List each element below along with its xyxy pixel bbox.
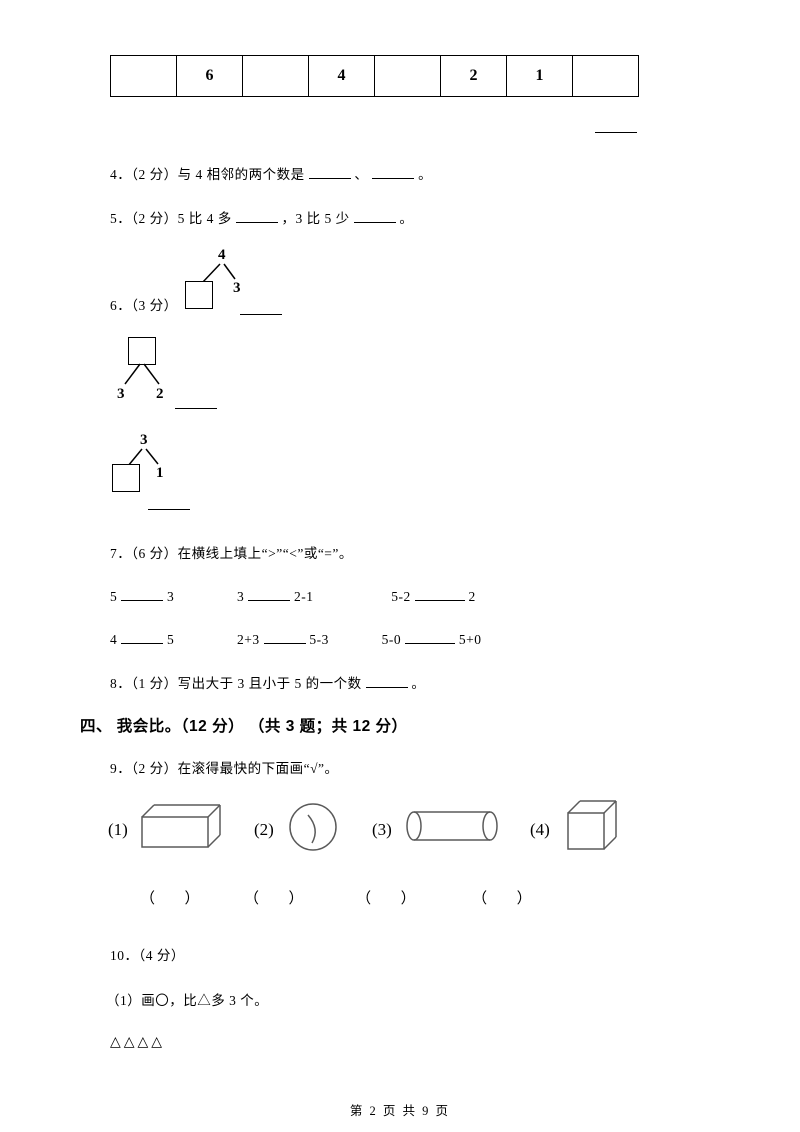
q9-paren-2[interactable]: （ ） [244, 891, 305, 907]
d2-blank[interactable] [175, 394, 217, 409]
q9-label-4: (4) [530, 820, 550, 839]
sphere-icon [290, 804, 336, 850]
q9-shapes-row: (1) (2) (3) (4) [108, 795, 668, 865]
d1-box[interactable] [185, 281, 213, 309]
cell-5: 2 [441, 56, 507, 97]
question-10-sub1: （1）画〇，比△多 3 个。 [106, 989, 268, 1009]
cell-4[interactable] [375, 56, 441, 97]
q6-prefix: 6．（3 分） [110, 298, 178, 313]
q7r2-c2: 5+0 [459, 632, 482, 647]
question-7-prefix: 7．（6 分）在横线上填上“>”“<”或“=”。 [110, 542, 353, 562]
q7r1-c1: 5-2 [391, 589, 411, 604]
q9-paren-4[interactable]: （ ） [472, 891, 533, 907]
q7r1-a2: 3 [167, 589, 174, 604]
d1-right: 3 [233, 280, 241, 296]
d3-top: 3 [140, 432, 148, 448]
q7r1-blank-c[interactable] [415, 586, 465, 601]
q9-label-3: (3) [372, 820, 392, 839]
q4-blank-1[interactable] [309, 164, 351, 179]
q7r2-b2: 5-3 [309, 632, 329, 647]
d3-right: 1 [156, 465, 164, 481]
question-9-prefix: 9．（2 分）在滚得最快的下面画“√”。 [110, 757, 339, 777]
question-4: 4．（2 分）与 4 相邻的两个数是 、 。 [110, 163, 432, 183]
q9-answer-row: （ ） （ ） （ ） （ ） [140, 887, 533, 908]
q10-sub1: （1）画〇，比△多 3 个。 [106, 993, 268, 1008]
q8-prefix: 8．（1 分）写出大于 3 且小于 5 的一个数 [110, 676, 362, 691]
q5-prefix: 5．（2 分）5 比 4 多 [110, 211, 232, 226]
q9-label-2: (2) [254, 820, 274, 839]
q9-prefix: 9．（2 分）在滚得最快的下面画“√”。 [110, 761, 339, 776]
cell-1: 6 [177, 56, 243, 97]
q5-suffix: 。 [399, 211, 413, 226]
q4-suffix: 。 [418, 167, 432, 182]
q7r1-a1: 5 [110, 589, 117, 604]
q4-sep: 、 [354, 167, 368, 182]
q4-prefix: 4．（2 分）与 4 相邻的两个数是 [110, 167, 305, 182]
q10-triangles: △△△△ [110, 1034, 165, 1051]
page-root: 6 4 2 1 4．（2 分）与 4 相邻的两个数是 、 。 5．（2 分）5 … [0, 0, 800, 1132]
cell-2[interactable] [243, 56, 309, 97]
d1-top: 4 [218, 247, 226, 263]
decomp-diagram-2: 3 2 [112, 360, 182, 405]
table-trailing-blank[interactable] [595, 118, 637, 133]
q9-paren-3[interactable]: （ ） [356, 891, 417, 907]
q7r1-c2: 2 [469, 589, 476, 604]
d1-blank[interactable] [240, 300, 282, 315]
q10-prefix: 10．（4 分） [110, 948, 185, 963]
q9-paren-1[interactable]: （ ） [140, 891, 201, 907]
q7r1-b2: 2-1 [294, 589, 314, 604]
q5-mid: ，3 比 5 少 [282, 211, 350, 226]
q8-blank[interactable] [366, 673, 408, 688]
page-footer: 第 2 页 共 9 页 [0, 1100, 800, 1119]
cell-3: 4 [309, 56, 375, 97]
q7r2-blank-b[interactable] [264, 629, 306, 644]
q9-label-1: (1) [108, 820, 128, 839]
q8-suffix: 。 [411, 676, 425, 691]
q7r2-blank-c[interactable] [405, 629, 455, 644]
cell-6: 1 [507, 56, 573, 97]
q7r2-b1: 2+3 [237, 632, 260, 647]
question-8: 8．（1 分）写出大于 3 且小于 5 的一个数 。 [110, 672, 425, 692]
q7r2-c1: 5-0 [382, 632, 402, 647]
q7-row1: 5 3 3 2-1 5-2 2 [110, 586, 476, 605]
d3-box[interactable] [112, 464, 140, 492]
q5-blank-1[interactable] [236, 208, 278, 223]
q7r2-blank-a[interactable] [121, 629, 163, 644]
q7r1-b1: 3 [237, 589, 244, 604]
q7r1-blank-b[interactable] [248, 586, 290, 601]
d3-blank[interactable] [148, 495, 190, 510]
cylinder-icon [407, 812, 497, 840]
cell-7[interactable] [573, 56, 639, 97]
d2-right: 2 [156, 386, 164, 402]
number-sequence-table: 6 4 2 1 [110, 55, 639, 97]
cell-0[interactable] [111, 56, 177, 97]
d2-left: 3 [117, 386, 125, 402]
q7r1-blank-a[interactable] [121, 586, 163, 601]
question-6-prefix: 6．（3 分） [110, 294, 178, 314]
cube-icon [568, 801, 616, 849]
q7-prefix: 7．（6 分）在横线上填上“>”“<”或“=”。 [110, 546, 353, 561]
cuboid-icon [142, 805, 220, 847]
q7r2-a2: 5 [167, 632, 174, 647]
section-4-title: 四、 我会比。（12 分） （共 3 题；共 12 分） [80, 714, 408, 736]
question-5: 5．（2 分）5 比 4 多 ，3 比 5 少 。 [110, 207, 413, 227]
q7r2-a1: 4 [110, 632, 117, 647]
q7-row2: 4 5 2+3 5-3 5-0 5+0 [110, 629, 482, 648]
q5-blank-2[interactable] [354, 208, 396, 223]
question-10-prefix: 10．（4 分） [110, 944, 185, 964]
q4-blank-2[interactable] [372, 164, 414, 179]
